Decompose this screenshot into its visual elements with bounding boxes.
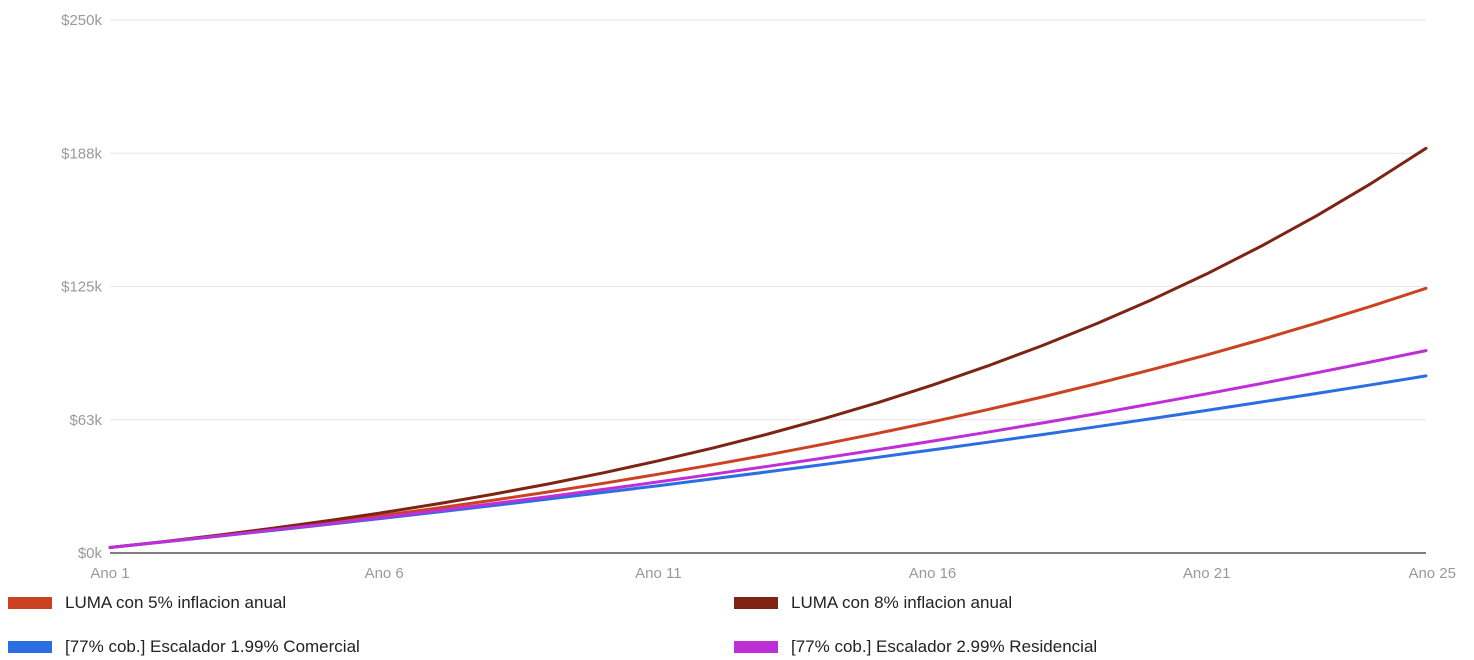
legend-item-luma-8[interactable]: LUMA con 8% inflacion anual [734,590,1012,616]
x-tick-label: Ano 11 [635,565,681,582]
legend-label: [77% cob.] Escalador 2.99% Residencial [791,637,1098,656]
x-tick-label: Ano 25 [1408,565,1456,582]
series-line-2[interactable] [108,374,1428,549]
legend-label: LUMA con 5% inflacion anual [65,593,287,612]
x-tick-label: Ano 1 [90,565,129,582]
legend-item-escalador-residencial[interactable]: [77% cob.] Escalador 2.99% Residencial [734,634,1097,660]
series-lines [108,146,1428,549]
y-tick-label: $125k [61,279,102,296]
legend-item-luma-5[interactable]: LUMA con 5% inflacion anual [8,590,286,616]
x-tick-label: Ano 21 [1183,565,1231,582]
y-tick-label: $188k [61,145,102,162]
series-line-1[interactable] [108,146,1428,549]
series-line-3[interactable] [108,349,1428,549]
x-tick-label: Ano 16 [909,565,957,582]
legend-swatch [734,597,778,609]
legend-label: [77% cob.] Escalador 1.99% Comercial [65,637,360,656]
y-tick-label: $0k [78,545,103,562]
y-tick-label: $250k [61,12,102,29]
legend-swatch [8,597,52,609]
x-axis-tick-labels: Ano 1 Ano 6 Ano 11 Ano 16 Ano 21 Ano 25 [90,565,1456,582]
line-chart: $0k$63k$125k$188k$250k Ano 1 Ano 6 Ano 11 A… [61,12,1456,582]
y-axis-tick-labels: $0k $63k $125k $188k $250k [61,12,102,562]
y-tick-label: $63k [69,412,102,429]
legend-label: LUMA con 8% inflacion anual [791,593,1013,612]
legend-item-escalador-comercial[interactable]: [77% cob.] Escalador 1.99% Comercial [8,634,360,660]
series-line-0[interactable] [108,286,1428,549]
gridlines [110,19,1426,421]
legend-swatch [734,641,778,653]
legend-swatch [8,641,52,653]
x-tick-label: Ano 6 [365,565,404,582]
legend: LUMA con 5% inflacion anual LUMA con 8% … [0,588,1474,658]
